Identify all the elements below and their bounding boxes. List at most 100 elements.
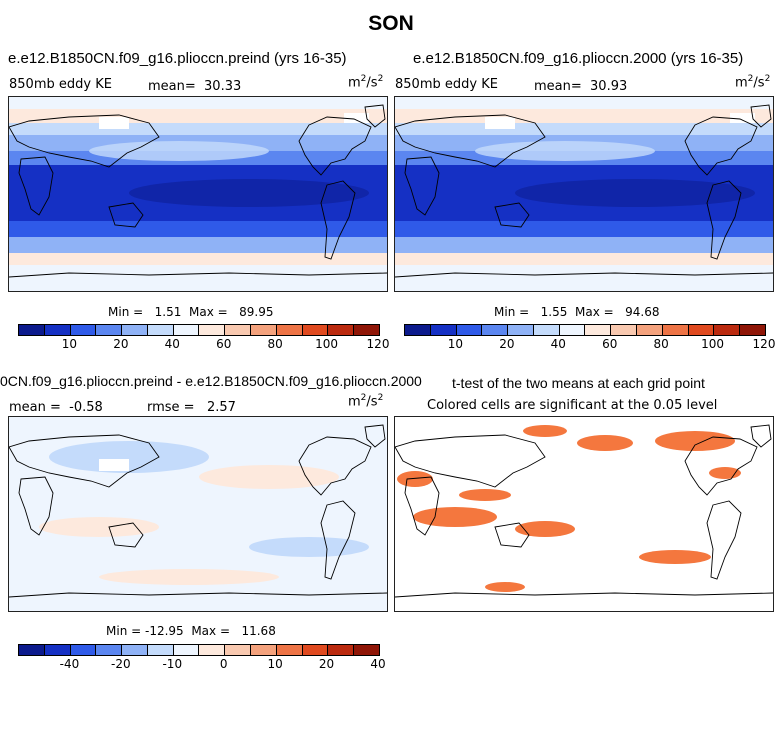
page-title: SON bbox=[368, 12, 414, 35]
colorbar-swatch bbox=[740, 325, 765, 335]
colorbar-swatch bbox=[482, 325, 509, 335]
mean-label-2000: mean= 30.93 bbox=[534, 79, 628, 94]
colorbar-tick-label: 20 bbox=[318, 657, 335, 671]
colorbar-tick-label: 100 bbox=[701, 337, 725, 351]
panel-title-ttest: t-test of the two means at each grid poi… bbox=[452, 375, 705, 391]
colorbar-tick-label: 10 bbox=[267, 657, 283, 671]
colorbar-swatch bbox=[328, 645, 355, 655]
panel-title-diff: 0CN.f09_g16.plioccn.preind - e.e12.B1850… bbox=[0, 373, 422, 389]
map-ttest bbox=[394, 416, 774, 612]
colorbar-swatch bbox=[430, 325, 457, 335]
map-preind bbox=[8, 96, 388, 292]
colorbar-swatch bbox=[302, 325, 329, 335]
colorbar-swatch bbox=[96, 325, 123, 335]
colorbar-swatch bbox=[225, 325, 252, 335]
colorbar-swatch bbox=[688, 325, 715, 335]
minmax-preind: Min = 1.51 Max = 89.95 bbox=[108, 305, 274, 319]
colorbar-swatch bbox=[662, 325, 689, 335]
rmse-label-diff: rmse = 2.57 bbox=[147, 400, 236, 415]
colorbar-swatch bbox=[251, 645, 277, 655]
colorbar-swatch bbox=[302, 645, 329, 655]
max-value-diff: 11.68 bbox=[241, 624, 276, 638]
colorbar-swatch bbox=[354, 325, 379, 335]
colorbar-tick-label: 40 bbox=[370, 657, 386, 671]
colorbar-ticks-preind: 10 20 40 60 80 100 120 bbox=[18, 337, 390, 353]
min-value-preind: 1.51 bbox=[154, 305, 182, 319]
colorbar-2000 bbox=[404, 324, 766, 336]
colorbar-swatch bbox=[173, 645, 200, 655]
colorbar-swatch bbox=[19, 645, 45, 655]
colorbar-swatch bbox=[122, 325, 148, 335]
colorbar-swatch bbox=[147, 325, 174, 335]
colorbar-tick-label: 100 bbox=[315, 337, 339, 351]
units-preind: m2/s2 bbox=[348, 74, 384, 91]
min-value-2000: 1.55 bbox=[540, 305, 568, 319]
colorbar-tick-label: 20 bbox=[499, 337, 515, 351]
mean-value-2000: 30.93 bbox=[590, 79, 628, 94]
minmax-2000: Min = 1.55 Max = 94.68 bbox=[494, 305, 660, 319]
mean-value-preind: 30.33 bbox=[204, 79, 242, 94]
colorbar-swatch bbox=[122, 645, 148, 655]
colorbar-tick-label: 0 bbox=[219, 657, 228, 671]
map-diff bbox=[8, 416, 388, 612]
colorbar-diff bbox=[18, 644, 380, 656]
panel-title-2000: e.e12.B1850CN.f09_g16.plioccn.2000 (yrs … bbox=[413, 50, 744, 67]
colorbar-tick-label: 40 bbox=[164, 337, 180, 351]
colorbar-tick-label: 80 bbox=[267, 337, 283, 351]
colorbar-swatch bbox=[533, 325, 560, 335]
colorbar-swatch bbox=[559, 325, 586, 335]
colorbar-swatch bbox=[19, 325, 45, 335]
colorbar-tick-label: 40 bbox=[550, 337, 566, 351]
colorbar-tick-label: 10 bbox=[61, 337, 78, 351]
colorbar-swatch bbox=[70, 325, 97, 335]
colorbar-tick-label: 10 bbox=[447, 337, 464, 351]
colorbar-swatch bbox=[44, 325, 71, 335]
colorbar-swatch bbox=[199, 645, 226, 655]
colorbar-swatch bbox=[585, 325, 612, 335]
colorbar-ticks-diff: -40 -20 -10 0 10 20 40 bbox=[18, 657, 386, 673]
colorbar-swatch bbox=[276, 325, 303, 335]
colorbar-preind bbox=[18, 324, 380, 336]
colorbar-tick-label: 20 bbox=[113, 337, 129, 351]
rmse-value-diff: 2.57 bbox=[206, 400, 236, 415]
mean-label-preind: mean= 30.33 bbox=[148, 79, 242, 94]
colorbar-swatch bbox=[225, 645, 252, 655]
colorbar-swatch bbox=[354, 645, 379, 655]
colorbar-swatch bbox=[405, 325, 431, 335]
mean-value-diff: -0.58 bbox=[69, 400, 103, 415]
colorbar-tick-label: 120 bbox=[366, 337, 390, 351]
colorbar-swatch bbox=[147, 645, 174, 655]
colorbar-ticks-2000: 10 20 40 60 80 100 120 bbox=[404, 337, 776, 353]
colorbar-tick-label: -10 bbox=[162, 657, 183, 671]
colorbar-swatch bbox=[173, 325, 200, 335]
max-value-preind: 89.95 bbox=[239, 305, 274, 319]
field-label-preind: 850mb eddy KE bbox=[9, 77, 112, 92]
units-2000: m2/s2 bbox=[735, 74, 771, 91]
colorbar-swatch bbox=[70, 645, 97, 655]
colorbar-swatch bbox=[251, 325, 277, 335]
colorbar-swatch bbox=[276, 645, 303, 655]
colorbar-swatch bbox=[637, 325, 663, 335]
units-diff: m2/s2 bbox=[348, 393, 384, 410]
map-2000 bbox=[394, 96, 774, 292]
field-label-2000: 850mb eddy KE bbox=[395, 77, 498, 92]
colorbar-tick-label: -40 bbox=[59, 657, 80, 671]
ttest-subtitle: Colored cells are significant at the 0.0… bbox=[427, 398, 718, 413]
min-value-diff: -12.95 bbox=[145, 624, 184, 638]
colorbar-tick-label: 120 bbox=[752, 337, 776, 351]
colorbar-swatch bbox=[508, 325, 534, 335]
colorbar-swatch bbox=[714, 325, 741, 335]
colorbar-swatch bbox=[44, 645, 71, 655]
panel-title-preind: e.e12.B1850CN.f09_g16.plioccn.preind (yr… bbox=[8, 50, 347, 67]
colorbar-tick-label: -20 bbox=[111, 657, 131, 671]
colorbar-tick-label: 60 bbox=[216, 337, 232, 351]
colorbar-swatch bbox=[328, 325, 355, 335]
colorbar-swatch bbox=[96, 645, 123, 655]
colorbar-swatch bbox=[456, 325, 483, 335]
colorbar-tick-label: 60 bbox=[602, 337, 618, 351]
colorbar-swatch bbox=[611, 325, 638, 335]
mean-label-diff: mean = -0.58 bbox=[9, 400, 103, 415]
colorbar-tick-label: 80 bbox=[653, 337, 669, 351]
minmax-diff: Min = -12.95 Max = 11.68 bbox=[106, 624, 276, 638]
colorbar-swatch bbox=[199, 325, 226, 335]
